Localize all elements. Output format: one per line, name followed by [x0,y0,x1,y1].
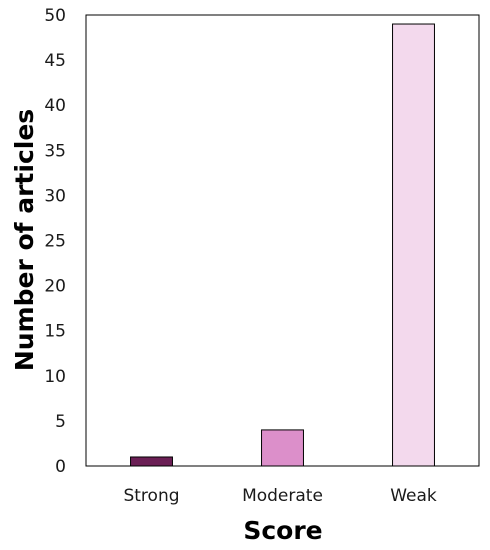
x-tick-label: Weak [390,486,437,506]
y-tick-label: 20 [44,277,66,297]
x-axis-ticks: Strong Moderate Weak [123,486,436,506]
x-axis-title: Score [243,516,322,545]
bar-weak [392,23,435,467]
bars [130,23,435,467]
bar-strong [130,456,173,467]
bar-moderate [261,429,304,467]
y-tick-label: 10 [44,367,66,387]
x-tick-label: Strong [123,486,179,506]
y-tick-label: 15 [44,322,66,342]
y-axis-title: Number of articles [10,109,39,371]
y-tick-label: 30 [44,186,66,206]
y-tick-label: 50 [44,6,66,26]
y-tick-label: 35 [44,141,66,161]
y-tick-label: 5 [55,412,66,432]
y-tick-label: 25 [44,232,66,252]
y-tick-label: 0 [55,457,66,477]
y-axis-ticks: 0 5 10 15 20 25 30 35 40 45 50 [44,6,66,477]
y-tick-label: 40 [44,96,66,116]
y-tick-label: 45 [44,51,66,71]
x-tick-label: Moderate [242,486,323,506]
